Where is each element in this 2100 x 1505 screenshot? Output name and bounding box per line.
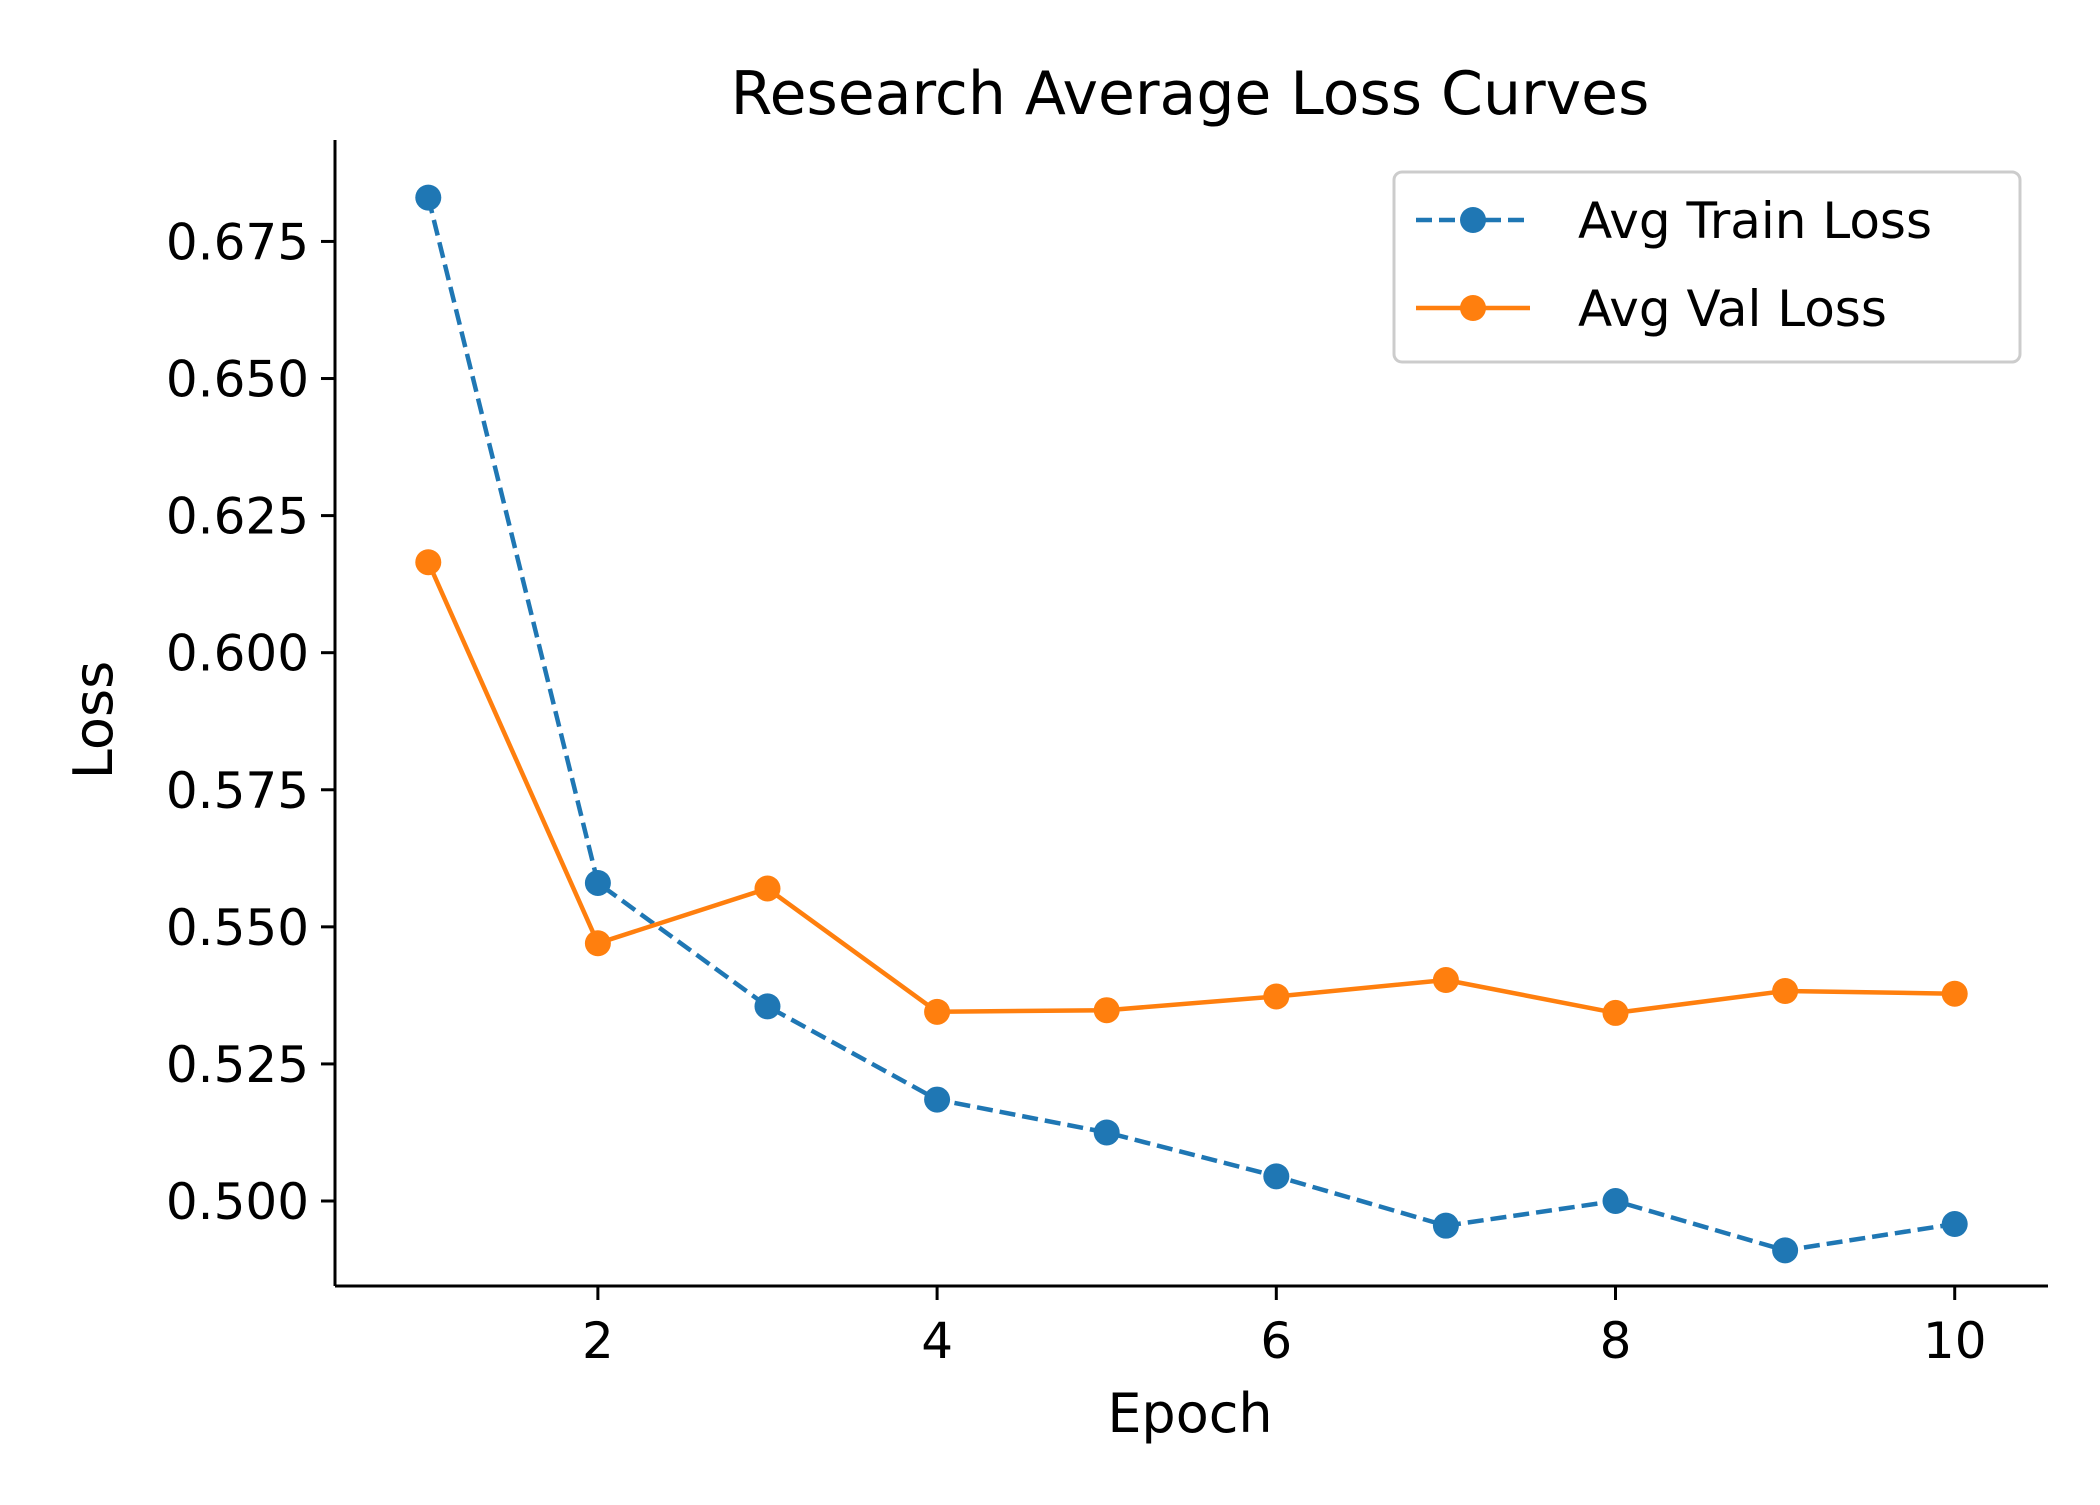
legend-label: Avg Val Loss — [1578, 280, 1887, 338]
data-point — [1432, 1212, 1459, 1239]
x-axis-label: Epoch — [1107, 1382, 1272, 1445]
legend-box — [1392, 170, 2022, 364]
data-point — [924, 1086, 951, 1113]
plot-area — [415, 184, 1968, 1264]
y-tick-label: 0.625 — [166, 488, 309, 546]
data-point — [1772, 978, 1799, 1005]
chart-title: Research Average Loss Curves — [731, 59, 1650, 129]
axes: 2 4 6 8 10 0.500 0.525 0.550 0.575 0.600 0.625 0.65… — [166, 140, 2048, 1370]
data-point — [754, 875, 781, 902]
data-point — [584, 869, 611, 896]
data-point — [415, 549, 442, 576]
x-tick-label: 8 — [1600, 1312, 1632, 1370]
data-point — [1093, 997, 1120, 1024]
x-tick-label: 10 — [1923, 1312, 1987, 1370]
y-tick-label: 0.525 — [166, 1036, 309, 1094]
data-point — [1263, 1163, 1290, 1190]
x-tick-label: 4 — [921, 1312, 953, 1370]
data-point — [1432, 967, 1459, 994]
data-point — [754, 993, 781, 1020]
data-point — [1093, 1119, 1120, 1146]
x-tick-label: 6 — [1260, 1312, 1292, 1370]
y-tick-label: 0.575 — [166, 762, 309, 820]
y-tick-label: 0.675 — [166, 213, 309, 271]
legend-marker — [1460, 295, 1486, 321]
y-tick-label: 0.600 — [166, 625, 309, 683]
y-tick-label: 0.500 — [166, 1173, 309, 1231]
legend-marker — [1460, 207, 1486, 233]
data-point — [1602, 999, 1629, 1026]
data-point — [1602, 1188, 1629, 1215]
data-point — [924, 998, 951, 1025]
data-point — [1941, 980, 1968, 1007]
data-point — [584, 930, 611, 957]
legend-label: Avg Train Loss — [1578, 192, 1932, 250]
y-axis-label: Loss — [62, 661, 125, 779]
legend: Avg Train Loss Avg Val Loss — [1392, 170, 2022, 364]
data-point — [1772, 1237, 1799, 1264]
series-line-val — [426, 561, 1955, 1016]
y-tick-label: 0.650 — [166, 351, 309, 409]
data-point — [1941, 1211, 1968, 1238]
series-line-train — [426, 197, 1956, 1253]
data-point — [415, 184, 442, 211]
y-tick-label: 0.550 — [166, 899, 309, 957]
data-point — [1263, 983, 1290, 1010]
x-tick-label: 2 — [582, 1312, 614, 1370]
